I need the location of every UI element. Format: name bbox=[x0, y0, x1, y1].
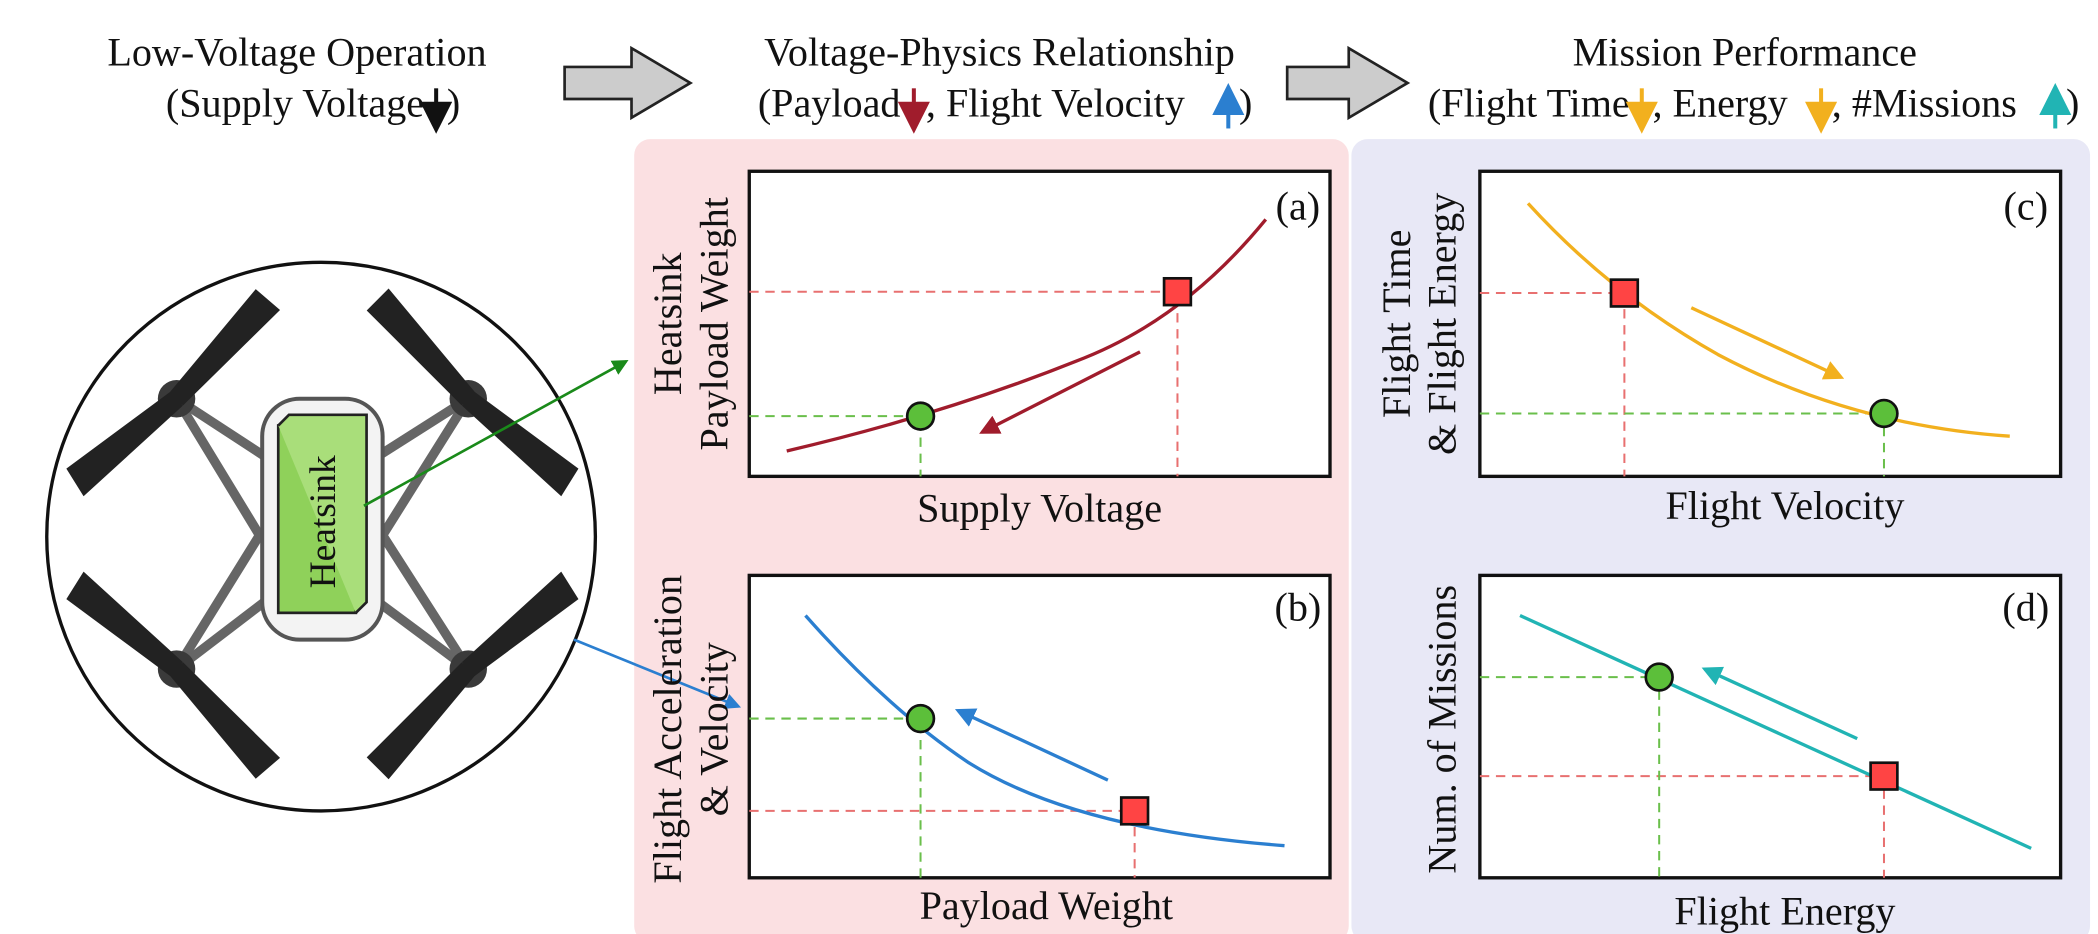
plot-box bbox=[749, 171, 1330, 476]
stage-subtitle: (Supply Voltage bbox=[166, 80, 424, 125]
high-voltage-point bbox=[1871, 763, 1898, 790]
high-voltage-point bbox=[1164, 278, 1191, 305]
plot-box bbox=[749, 575, 1330, 877]
low-voltage-point bbox=[907, 403, 934, 430]
low-voltage-point bbox=[1646, 664, 1673, 691]
high-voltage-point bbox=[1611, 280, 1638, 307]
stage-title: Low-Voltage Operation bbox=[107, 29, 486, 74]
y-label: Flight Time bbox=[1374, 230, 1419, 418]
x-label: Payload Weight bbox=[920, 883, 1173, 928]
stage-title: Mission Performance bbox=[1573, 29, 1917, 74]
stage-subtitle: (Flight Time bbox=[1428, 80, 1630, 125]
x-label: Flight Velocity bbox=[1665, 483, 1904, 528]
panel-tag: (d) bbox=[2002, 585, 2049, 630]
flow-arrow bbox=[565, 48, 691, 118]
stage-subtitle: (Payload bbox=[758, 80, 901, 125]
panel-tag: (a) bbox=[1276, 183, 1321, 228]
y-label: Heatsink bbox=[645, 252, 690, 396]
stage-subtitle: , #Missions bbox=[1832, 80, 2017, 125]
low-voltage-point bbox=[907, 705, 934, 732]
stage-title: Voltage-Physics Relationship bbox=[764, 29, 1235, 74]
x-label: Flight Energy bbox=[1674, 888, 1895, 933]
plot-box bbox=[1480, 575, 2061, 877]
high-voltage-point bbox=[1121, 798, 1148, 825]
panel-tag: (b) bbox=[1274, 585, 1321, 630]
y-label: Num. of Missions bbox=[1420, 585, 1465, 874]
stage-subtitle: ) bbox=[1239, 80, 1252, 125]
stage-subtitle: , Flight Velocity bbox=[926, 80, 1185, 125]
y-label: Payload Weight bbox=[692, 197, 737, 450]
stage-subtitle: ) bbox=[447, 80, 460, 125]
diagram: Low-Voltage Operation (Supply Voltage ) … bbox=[0, 0, 2098, 934]
panel-tag: (c) bbox=[2004, 183, 2049, 228]
x-label: Supply Voltage bbox=[917, 486, 1162, 531]
y-label: Flight Acceleration bbox=[645, 575, 690, 884]
low-voltage-point bbox=[1871, 400, 1898, 427]
stage-subtitle: ) bbox=[2066, 80, 2079, 125]
stage-subtitle: , Energy bbox=[1652, 80, 1787, 125]
y-label: & Flight Energy bbox=[1420, 193, 1465, 455]
y-label: & Velocity bbox=[692, 642, 737, 816]
flow-arrow bbox=[1287, 48, 1407, 118]
plot-box bbox=[1480, 171, 2061, 476]
heatsink-label: Heatsink bbox=[303, 455, 344, 588]
